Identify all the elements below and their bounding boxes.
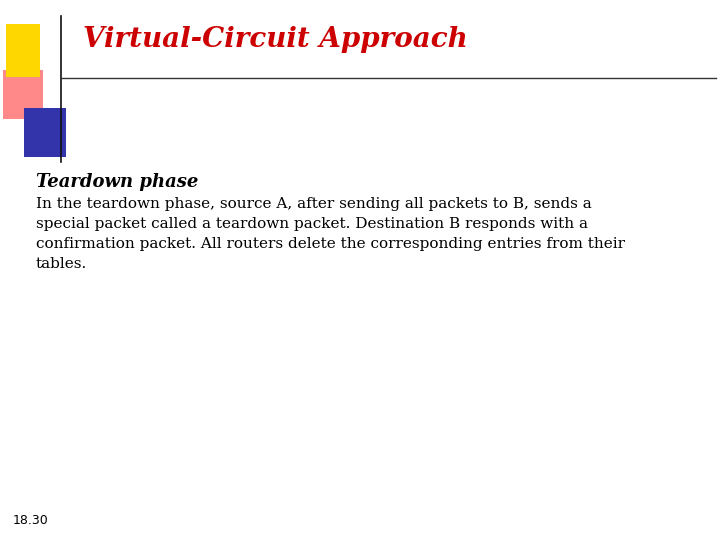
Bar [6,24,40,77]
Bar [3,70,43,119]
Text: Virtual-Circuit Approach: Virtual-Circuit Approach [83,26,467,53]
Text: In the teardown phase, source A, after sending all packets to B, sends a
special: In the teardown phase, source A, after s… [36,197,625,271]
Text: 18.30: 18.30 [13,514,49,526]
Bar [24,108,66,157]
Text: Teardown phase: Teardown phase [36,173,199,191]
